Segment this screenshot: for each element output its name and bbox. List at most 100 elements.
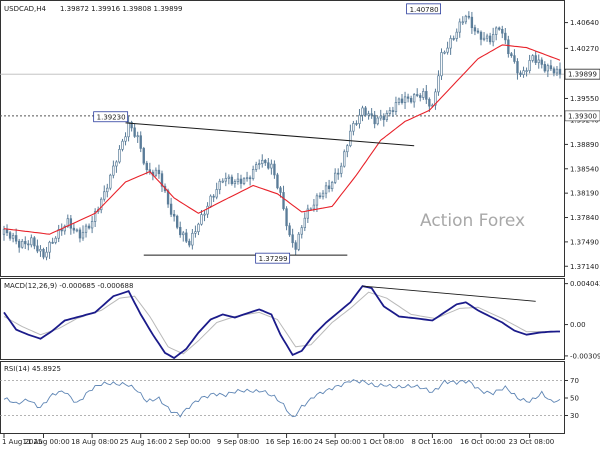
candle-body — [440, 52, 443, 77]
candle-body — [248, 177, 252, 180]
price-annotation-box — [93, 111, 129, 123]
trendline — [125, 122, 415, 147]
candle-body — [182, 232, 185, 236]
candle-body — [239, 178, 243, 184]
candle-body — [504, 32, 507, 41]
candle-body — [507, 39, 510, 55]
candle-body — [546, 65, 550, 72]
candle-body — [160, 173, 164, 187]
candle-body — [349, 130, 352, 147]
candle-body — [78, 229, 82, 239]
rsi-tick-label: 50 — [570, 395, 579, 403]
candle-body — [473, 27, 477, 32]
time-tick-label: 24 Sep 00:00 — [314, 438, 361, 446]
candle-body — [2, 228, 6, 235]
candle-body — [121, 140, 124, 150]
candle-body — [315, 195, 319, 206]
candle-body — [488, 35, 492, 43]
candle-body — [112, 165, 115, 176]
price-tick-label: 1.37840 — [570, 214, 599, 222]
price-tick-label: 1.39550 — [570, 95, 599, 103]
candle-body — [422, 91, 425, 98]
price-tick-label: 1.38190 — [570, 190, 599, 198]
candle-body — [543, 64, 546, 72]
candle-body — [428, 98, 431, 107]
candle-body — [115, 161, 118, 167]
candle-body — [106, 187, 109, 193]
candle-body — [300, 227, 303, 235]
candle-body — [215, 189, 218, 198]
time-tick-label: 1 Aug 2025 — [2, 438, 42, 446]
candle-body — [510, 53, 513, 57]
candle-body — [282, 192, 285, 210]
price-tick-label: 1.40270 — [570, 45, 599, 53]
candle-body — [519, 72, 522, 75]
price-tick-label: 1.40640 — [570, 19, 599, 27]
candle-body — [242, 178, 246, 184]
candle-body — [337, 172, 340, 175]
candle-body — [552, 68, 556, 74]
candle-body — [321, 192, 325, 198]
time-tick-label: 11 Aug 00:00 — [22, 438, 69, 446]
candle-body — [291, 234, 294, 244]
moving-average-line — [3, 44, 561, 235]
candle-body — [516, 61, 519, 74]
candle-body — [279, 187, 282, 193]
candle-body — [154, 169, 158, 176]
candle-body — [188, 240, 191, 246]
candle-body — [24, 240, 27, 245]
candle-body — [303, 217, 306, 229]
symbol-title: USDCAD,H4 — [4, 5, 47, 13]
candle-body — [370, 113, 373, 116]
candle-body — [221, 180, 224, 183]
candle-body — [346, 145, 349, 153]
candle-body — [206, 205, 209, 215]
candle-body — [294, 242, 297, 250]
candle-body — [358, 114, 361, 125]
candle-body — [118, 148, 121, 163]
candle-body — [406, 96, 410, 99]
candle-body — [209, 195, 212, 207]
macd-trendline — [362, 285, 536, 302]
candle-body — [93, 211, 97, 222]
candle-body — [382, 115, 385, 121]
candle-body — [385, 112, 389, 121]
candle-body — [355, 123, 358, 125]
candle-body — [203, 213, 206, 216]
candle-body — [476, 30, 480, 33]
time-tick-label: 23 Oct 08:00 — [509, 438, 555, 446]
candle-body — [276, 174, 279, 189]
candle-body — [391, 110, 395, 112]
price-annotation-box — [255, 252, 291, 264]
candle-body — [51, 241, 54, 244]
candle-body — [84, 225, 88, 233]
candle-body — [261, 159, 264, 164]
candle-body — [540, 59, 543, 65]
rsi-axis: 70 50 30 — [564, 377, 579, 420]
rsi-tick-label: 70 — [570, 377, 579, 385]
candle-body — [18, 240, 21, 248]
macd-title: MACD(12,26,9) -0.000685 -0.000688 — [4, 282, 133, 290]
candle-body — [36, 245, 39, 252]
candle-body — [42, 248, 45, 258]
support-price-label: 1.39300 — [568, 112, 597, 120]
candle-body — [197, 223, 200, 233]
candle-body — [501, 28, 504, 34]
candle-body — [139, 135, 142, 149]
candle-body — [103, 191, 106, 200]
candle-body — [330, 181, 334, 190]
price-annotation-box — [406, 3, 441, 15]
candle-body — [333, 172, 337, 183]
time-tick-label: 9 Sep 08:00 — [217, 438, 259, 446]
candle-body — [60, 229, 63, 232]
candle-body — [200, 214, 203, 225]
rsi-plot-area — [0, 379, 564, 418]
candle-body — [361, 107, 364, 116]
candle-body — [373, 114, 376, 125]
ohlc-readout: 1.39872 1.39916 1.39808 1.39899 — [60, 5, 182, 13]
candle-body — [157, 169, 161, 175]
rsi-tick-label: 30 — [570, 412, 579, 420]
candle-body — [245, 177, 249, 180]
